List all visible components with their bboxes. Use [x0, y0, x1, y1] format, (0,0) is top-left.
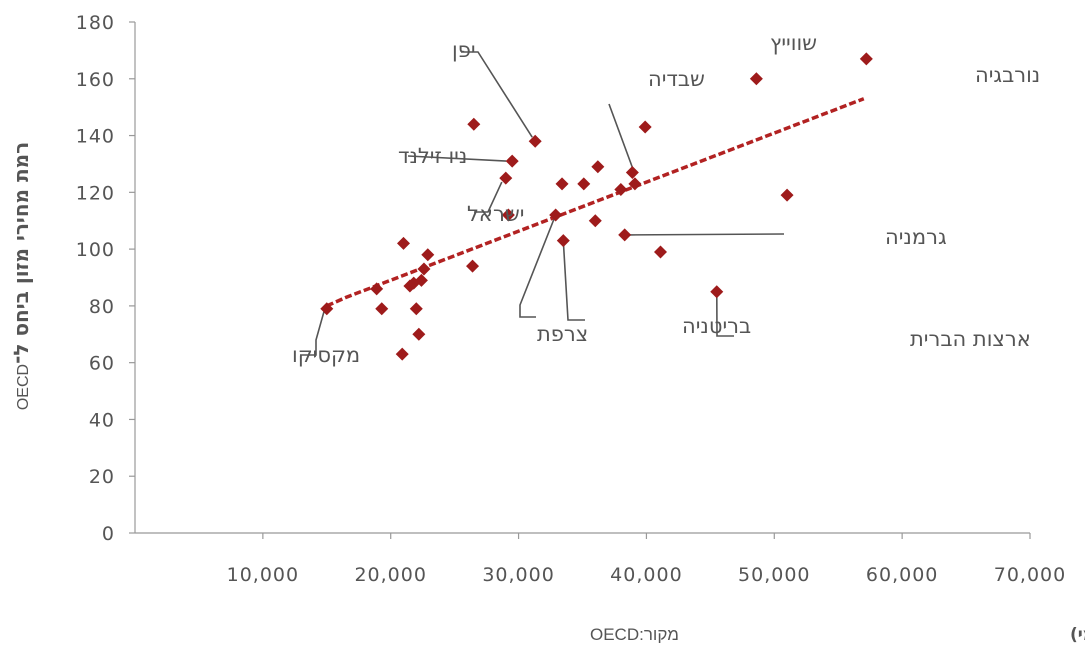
data-point — [320, 302, 334, 316]
data-point — [625, 165, 639, 179]
data-point — [859, 52, 873, 66]
x-axis-label: הכנסה לנפש (דולרים, מותאמת לכוח הקנייה ה… — [1070, 625, 1085, 645]
data-point — [614, 182, 628, 196]
leader-line — [519, 214, 557, 318]
leader-line — [608, 103, 634, 168]
data-point — [556, 234, 570, 248]
y-axis-label-prefix: OECD — [15, 364, 32, 410]
data-point — [409, 302, 423, 316]
leader-line — [562, 240, 585, 321]
source-value: OECD — [590, 625, 639, 644]
y-tick-label: 160 — [76, 69, 115, 91]
data-point — [638, 120, 652, 134]
data-point — [591, 160, 605, 174]
data-point — [710, 285, 724, 299]
data-point — [414, 273, 428, 287]
data-point — [466, 259, 480, 273]
source-label: מקור: — [639, 625, 679, 644]
y-tick-label: 80 — [89, 296, 115, 318]
point-label: נורבגיה — [975, 63, 1040, 87]
leader-line — [407, 155, 507, 162]
data-point — [505, 154, 519, 168]
point-label: ארצות הברית — [910, 327, 1031, 351]
trendline — [326, 97, 865, 308]
point-label: גרמניה — [885, 225, 947, 249]
y-tick-label: 60 — [89, 353, 115, 375]
point-label: מקסיקו — [292, 343, 360, 367]
data-point — [618, 228, 632, 242]
data-point — [780, 188, 794, 202]
leader-line — [461, 51, 533, 138]
data-point — [549, 208, 563, 222]
point-label: ישראל — [467, 202, 524, 226]
data-point — [749, 72, 763, 86]
point-label: צרפת — [537, 322, 588, 346]
x-tick-label: 70,000 — [994, 564, 1066, 586]
data-point — [375, 302, 389, 316]
data-points — [320, 52, 873, 361]
y-tick-label: 180 — [76, 12, 115, 34]
point-label: שבדיה — [648, 67, 705, 91]
y-tick-label: 40 — [89, 409, 115, 431]
x-tick-label: 10,000 — [227, 564, 299, 586]
data-point — [370, 282, 384, 296]
data-point — [628, 177, 642, 191]
leader-line — [300, 308, 326, 356]
x-tick-label: 60,000 — [866, 564, 938, 586]
x-tick-label: 30,000 — [482, 564, 554, 586]
data-point — [467, 117, 481, 131]
leader-line — [474, 181, 503, 213]
y-tick-label: 120 — [76, 182, 115, 204]
axes — [129, 21, 1031, 539]
x-tick-label: 40,000 — [610, 564, 682, 586]
y-tick-label: 0 — [102, 523, 115, 545]
x-tick-label: 50,000 — [738, 564, 810, 586]
source-note: מקור:OECD — [590, 625, 679, 644]
point-label: שווייץ — [770, 31, 817, 55]
data-point — [499, 171, 513, 185]
y-tick-label: 100 — [76, 239, 115, 261]
annotation-leaders — [300, 51, 785, 356]
data-point — [395, 347, 409, 361]
data-point — [555, 177, 569, 191]
tick-labels: 0 20 40 60 80 100 120 140 160 180 10,000 20,000 30,0… — [76, 12, 1066, 586]
data-point — [653, 245, 667, 259]
data-point — [397, 236, 410, 250]
data-point — [501, 208, 515, 222]
point-label: ניו זילנד — [398, 144, 467, 168]
leader-line — [716, 296, 734, 337]
data-point — [417, 262, 431, 276]
data-point — [588, 214, 602, 228]
point-label: בריטניה — [682, 314, 751, 338]
data-point — [528, 134, 542, 148]
trend-line — [326, 97, 865, 308]
y-tick-label: 140 — [76, 126, 115, 148]
x-tick-label: 20,000 — [354, 564, 426, 586]
y-axis-label: רמת מחירי מזון ביחס ל־ — [9, 142, 33, 364]
svg-text:רמת מחירי מזון ביחס ל־OECD: רמת מחירי מזון ביחס ל־OECD — [9, 142, 33, 410]
data-point — [412, 327, 426, 341]
annotation-labels: מקסיקו ישראל ניו זילנד יפן צרפת בריטניה גרמניה… — [292, 31, 1040, 367]
data-point — [421, 248, 435, 262]
data-point — [577, 177, 591, 191]
leader-line — [629, 233, 785, 236]
y-axis-title: רמת מחירי מזון ביחס ל־OECD — [9, 142, 33, 410]
y-tick-label: 20 — [89, 466, 115, 488]
point-label: יפן — [452, 38, 476, 62]
